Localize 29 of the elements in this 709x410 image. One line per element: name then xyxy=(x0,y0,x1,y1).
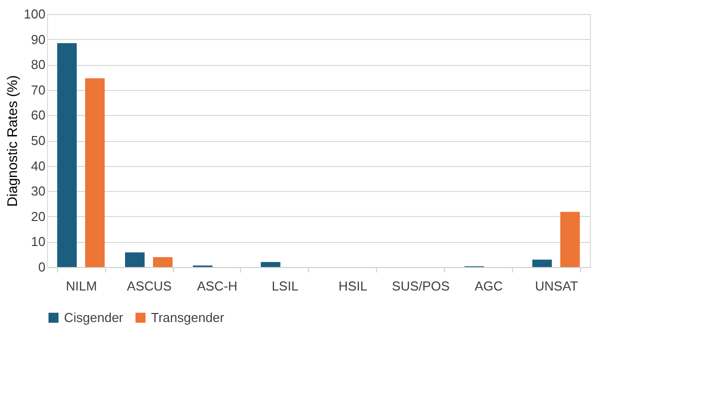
y-tick-label: 40 xyxy=(31,158,46,174)
y-tick-label: 0 xyxy=(38,260,46,274)
y-tick-label: 60 xyxy=(31,108,46,123)
y-tick-label: 80 xyxy=(31,57,46,72)
y-tick-label: 20 xyxy=(31,208,46,224)
x-tick-label: NILM xyxy=(66,278,97,294)
y-tick-label: 90 xyxy=(31,32,46,47)
bar xyxy=(532,260,552,267)
legend-label: Cisgender xyxy=(64,310,124,325)
bar xyxy=(85,78,105,267)
x-tick-label: ASC-H xyxy=(196,278,238,294)
y-tick-label: 10 xyxy=(31,234,46,250)
x-tick-label: AGC xyxy=(474,278,503,294)
x-tick-label: HSIL xyxy=(338,278,368,294)
y-tick-label: 100 xyxy=(24,6,46,22)
bar xyxy=(260,262,280,267)
bar xyxy=(125,252,145,267)
bar xyxy=(57,43,77,267)
x-tick-label: UNSAT xyxy=(535,278,578,294)
y-tick-label: 70 xyxy=(31,82,46,98)
x-tick-label: LSIL xyxy=(272,278,298,294)
bar xyxy=(153,257,173,267)
x-tick-label: ASCUS xyxy=(126,278,172,294)
legend-label: Transgender xyxy=(151,310,225,325)
x-tick-label: SUS/POS xyxy=(392,278,450,294)
bar xyxy=(560,212,580,267)
y-tick-label: 50 xyxy=(31,133,46,148)
y-axis-title: Diagnostic Rates (%) xyxy=(4,75,20,207)
y-tick-label: 30 xyxy=(31,184,46,199)
